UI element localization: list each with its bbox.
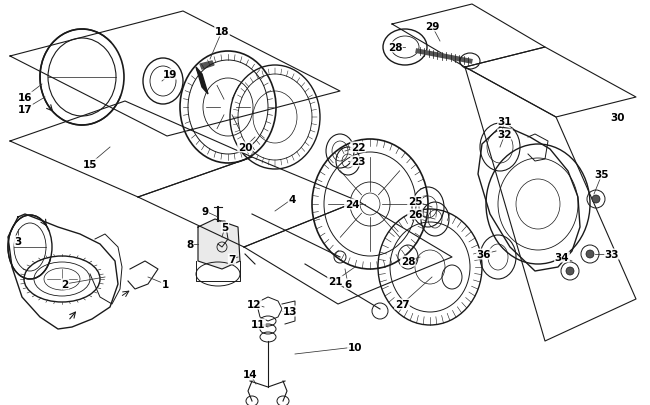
- Circle shape: [586, 250, 594, 258]
- Text: 25: 25: [408, 196, 422, 207]
- Text: 22: 22: [351, 143, 365, 153]
- Text: 3: 3: [14, 237, 21, 246]
- Text: 14: 14: [242, 369, 257, 379]
- Text: 36: 36: [476, 249, 491, 259]
- Text: 28: 28: [388, 43, 402, 53]
- Text: 29: 29: [425, 22, 439, 32]
- Polygon shape: [200, 62, 214, 70]
- Text: 8: 8: [187, 239, 194, 249]
- Text: 5: 5: [222, 222, 229, 232]
- Polygon shape: [198, 220, 240, 269]
- Text: 11: 11: [251, 319, 265, 329]
- Text: 13: 13: [283, 306, 297, 316]
- Text: 17: 17: [18, 105, 32, 115]
- Text: 20: 20: [238, 143, 252, 153]
- Text: 9: 9: [202, 207, 209, 216]
- Text: 32: 32: [498, 130, 512, 140]
- Text: 34: 34: [554, 252, 569, 262]
- Text: 19: 19: [162, 70, 177, 80]
- Text: 12: 12: [247, 299, 261, 309]
- Text: 24: 24: [344, 200, 359, 209]
- Text: 7: 7: [228, 254, 236, 264]
- Text: 16: 16: [18, 93, 32, 103]
- Text: 21: 21: [328, 276, 343, 286]
- Text: 31: 31: [498, 117, 512, 127]
- Text: 30: 30: [611, 113, 625, 123]
- Circle shape: [566, 267, 574, 275]
- Text: 35: 35: [595, 170, 609, 179]
- Text: 33: 33: [604, 249, 619, 259]
- Text: 1: 1: [161, 279, 168, 289]
- Text: 15: 15: [83, 160, 98, 170]
- Text: 6: 6: [344, 279, 352, 289]
- Polygon shape: [196, 68, 208, 95]
- Text: 10: 10: [348, 342, 362, 352]
- Text: 26: 26: [408, 209, 422, 220]
- Text: 18: 18: [214, 27, 229, 37]
- Text: 4: 4: [289, 194, 296, 205]
- Text: 2: 2: [61, 279, 69, 289]
- Text: 28: 28: [401, 256, 415, 266]
- Text: 23: 23: [351, 157, 365, 166]
- Text: 27: 27: [395, 299, 410, 309]
- Circle shape: [592, 196, 600, 203]
